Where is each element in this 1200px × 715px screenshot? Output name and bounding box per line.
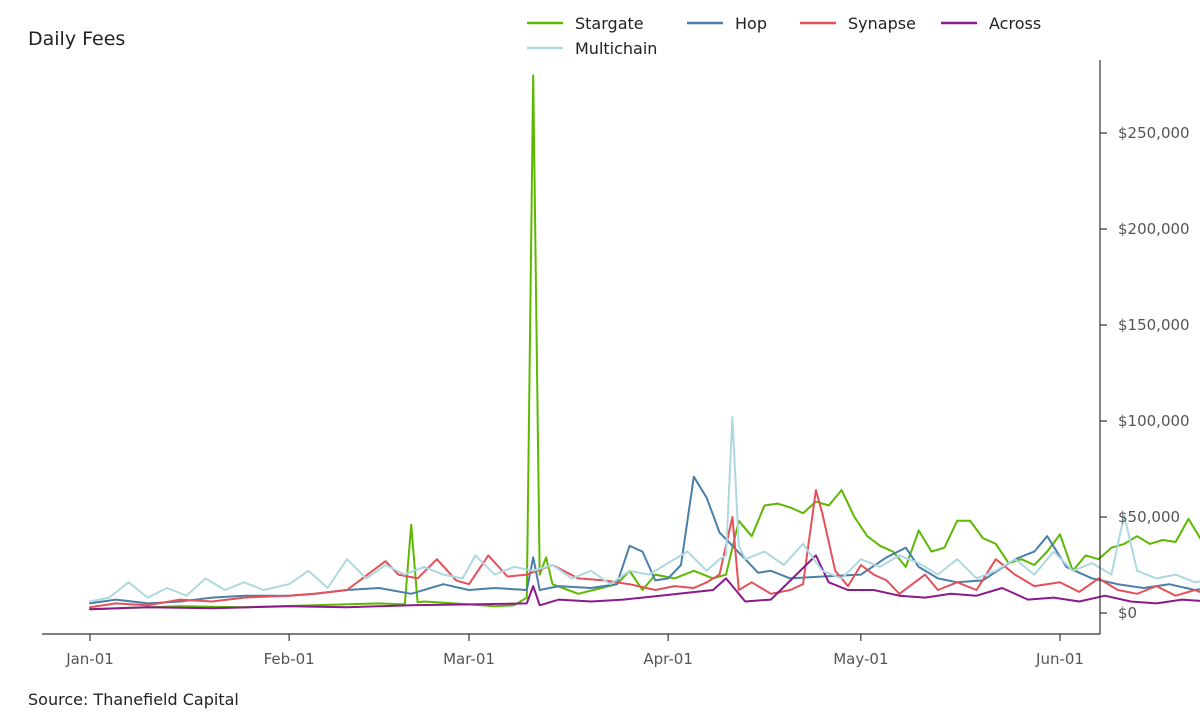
y-tick-label: $250,000 xyxy=(1118,124,1190,142)
x-tick-label: Feb-01 xyxy=(264,650,315,668)
y-tick-label: $0 xyxy=(1118,604,1137,622)
chart-title: Daily Fees xyxy=(28,28,125,50)
plot-area xyxy=(89,74,1200,611)
y-ticks: $0 $50,000 $100,000 $150,000 $200,000 $250,00… xyxy=(1100,124,1190,622)
y-tick-label: $150,000 xyxy=(1118,316,1190,334)
x-tick-label: Jan-01 xyxy=(65,650,114,668)
chart-source: Source: Thanefield Capital xyxy=(28,690,239,709)
legend-item-synapse: Synapse xyxy=(800,14,916,33)
legend-label: Hop xyxy=(735,14,767,33)
legend-item-stargate: Stargate xyxy=(527,14,644,33)
legend-item-hop: Hop xyxy=(687,14,767,33)
y-tick-label: $50,000 xyxy=(1118,508,1180,526)
legend-label: Stargate xyxy=(575,14,644,33)
x-ticks: Jan-01 Feb-01 Mar-01 Apr-01 May-01 Jun-01 xyxy=(65,634,1084,668)
series-line-hop xyxy=(89,475,1200,605)
series-line-synapse xyxy=(89,489,1200,609)
legend-item-multichain: Multichain xyxy=(527,39,657,58)
series-line-stargate xyxy=(89,74,1200,611)
y-tick-label: $200,000 xyxy=(1118,220,1190,238)
legend-item-across: Across xyxy=(941,14,1041,33)
series-line-across xyxy=(89,554,1200,611)
y-tick-label: $100,000 xyxy=(1118,412,1190,430)
series-line-multichain xyxy=(89,416,1200,603)
legend-label: Multichain xyxy=(575,39,657,58)
x-tick-label: Jun-01 xyxy=(1035,650,1084,668)
x-tick-label: Apr-01 xyxy=(643,650,693,668)
legend-label: Synapse xyxy=(848,14,916,33)
legend-label: Across xyxy=(989,14,1041,33)
legend: Stargate Hop Synapse Across Multichain xyxy=(527,14,1041,58)
x-tick-label: May-01 xyxy=(833,650,888,668)
x-tick-label: Mar-01 xyxy=(443,650,495,668)
